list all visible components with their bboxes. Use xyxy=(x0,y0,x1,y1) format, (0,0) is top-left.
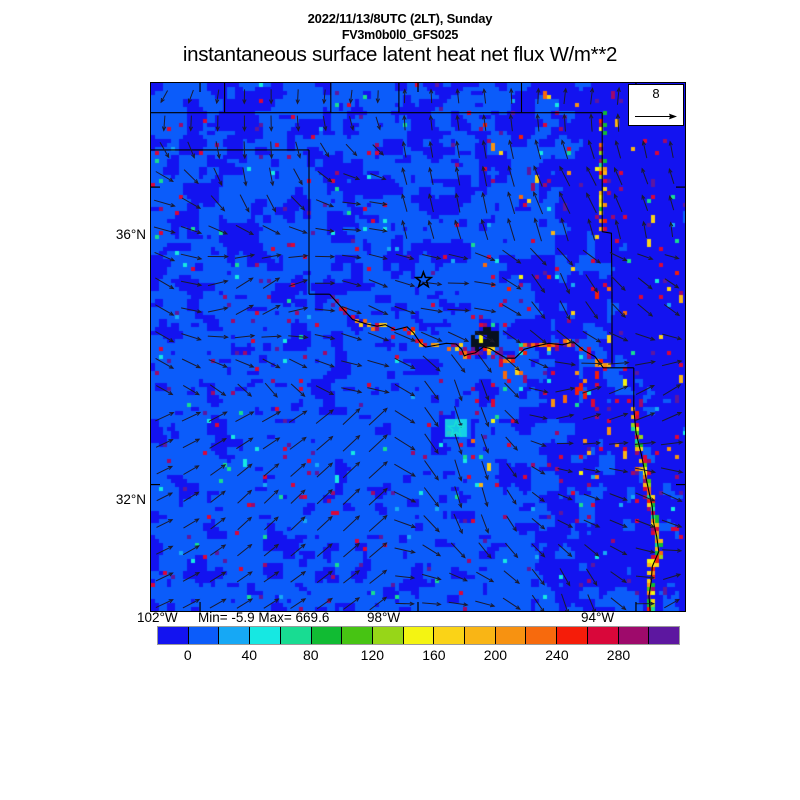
lon-label-94w: 94°W xyxy=(581,610,615,625)
model-title: FV3m0b0l0_GFS025 xyxy=(341,28,459,42)
page-title: instantaneous surface latent heat net fl… xyxy=(182,43,618,66)
colorbar-segment xyxy=(311,627,343,644)
colorbar-container: 0 40 80 120 160 200 240 280 xyxy=(157,626,680,663)
colorbar-tick-label: 40 xyxy=(241,647,258,663)
vector-reference-value: 8 xyxy=(652,86,660,101)
colorbar-segment xyxy=(618,627,650,644)
colorbar-tick-label: 160 xyxy=(422,647,446,663)
lon-label-102w: 102°W xyxy=(137,610,178,625)
colorbar-segment xyxy=(465,627,496,644)
colorbar-segment xyxy=(649,627,679,644)
colorbar-tick-label: 280 xyxy=(606,647,631,663)
colorbar-tick-labels: 0 40 80 120 160 200 240 280 xyxy=(157,647,680,665)
colorbar-segment xyxy=(403,627,435,644)
colorbar-segment xyxy=(219,627,251,644)
colorbar-segment xyxy=(250,627,281,644)
colorbar-segment xyxy=(280,627,312,644)
colorbar-tick-label: 240 xyxy=(545,647,569,663)
timestamp-title: 2022/11/13/8UTC (2LT), Sunday xyxy=(307,11,493,26)
colorbar-segment xyxy=(495,627,527,644)
colorbar-tick-label: 200 xyxy=(483,647,508,663)
lat-label-36n: 36°N xyxy=(115,227,146,242)
colorbar-segment xyxy=(372,627,404,644)
colorbar-segment xyxy=(526,627,558,644)
colorbar-tick-label: 120 xyxy=(360,647,385,663)
flux-heatmap-canvas xyxy=(151,83,685,611)
colorbar-segment xyxy=(434,627,466,644)
right-arrow-icon xyxy=(635,113,677,120)
colorbar-segment xyxy=(587,627,619,644)
colorbar-tick-label: 80 xyxy=(303,647,319,663)
colorbar-segment xyxy=(342,627,373,644)
minmax-annotation: Min= -5.9 Max= 669.6 xyxy=(198,610,330,625)
colorbar-segment xyxy=(557,627,588,644)
lat-label-32n: 32°N xyxy=(115,492,146,507)
colorbar-tick-label: 0 xyxy=(183,647,192,663)
colorbar-segment xyxy=(188,627,220,644)
lon-label-98w: 98°W xyxy=(367,610,401,625)
vector-reference-legend: 8 xyxy=(628,84,684,126)
colorbar-segment xyxy=(158,627,189,644)
colorbar[interactable] xyxy=(157,626,680,645)
map-plot-area[interactable]: 8 xyxy=(150,82,686,612)
